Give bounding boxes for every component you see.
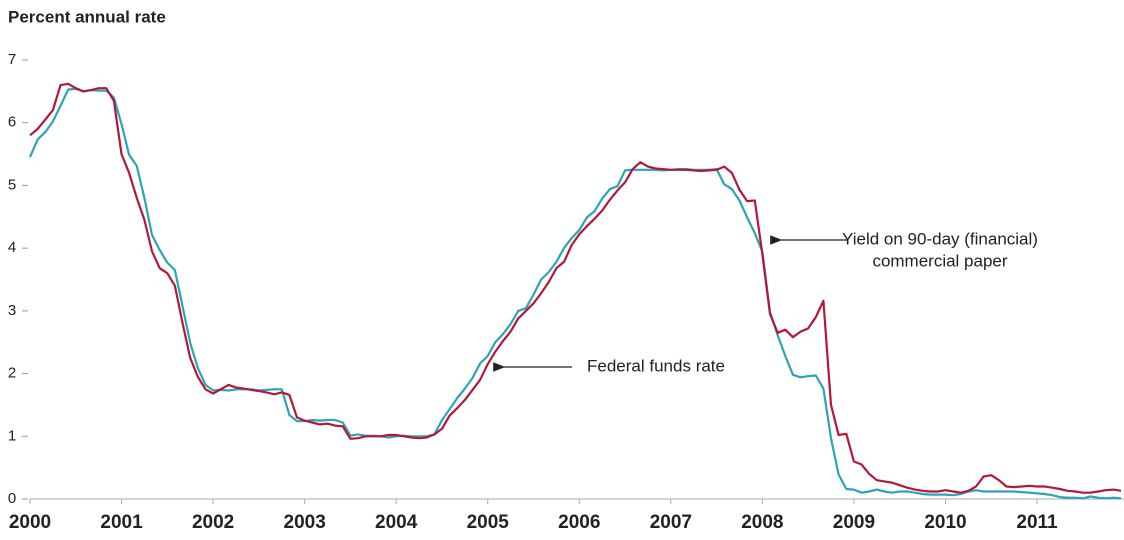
x-tick-label: 2011 xyxy=(1016,512,1058,533)
series-line xyxy=(29,82,1122,494)
y-tick-label: 3 xyxy=(8,302,16,319)
y-tick-label: 5 xyxy=(8,176,16,193)
y-tick-label: 4 xyxy=(8,239,16,256)
x-tick-label: 2001 xyxy=(100,512,143,533)
x-tick-label: 2008 xyxy=(741,512,783,533)
annotation: Federal funds rate xyxy=(587,356,725,375)
x-tick-label: 2003 xyxy=(284,512,326,533)
x-tick-label: 2002 xyxy=(192,512,234,533)
series-line xyxy=(28,87,1122,500)
y-tick-label: 1 xyxy=(8,427,16,444)
y-tick-label: 2 xyxy=(8,365,16,382)
x-tick-label: 2007 xyxy=(650,512,692,533)
x-tick-label: 2005 xyxy=(467,512,510,533)
x-tick-label: 2000 xyxy=(9,512,51,533)
y-tick-label: 6 xyxy=(8,114,16,131)
x-tick-label: 2006 xyxy=(558,512,600,533)
x-tick-label: 2004 xyxy=(375,512,418,533)
axis-title: Percent annual rate xyxy=(8,7,166,26)
x-tick-label: 2010 xyxy=(924,512,966,533)
y-tick-label: 7 xyxy=(8,51,16,68)
annotation: commercial paper xyxy=(872,251,1007,270)
y-tick-label: 0 xyxy=(8,490,16,507)
annotation: Yield on 90-day (financial) xyxy=(842,229,1038,248)
x-tick-label: 2009 xyxy=(833,512,875,533)
